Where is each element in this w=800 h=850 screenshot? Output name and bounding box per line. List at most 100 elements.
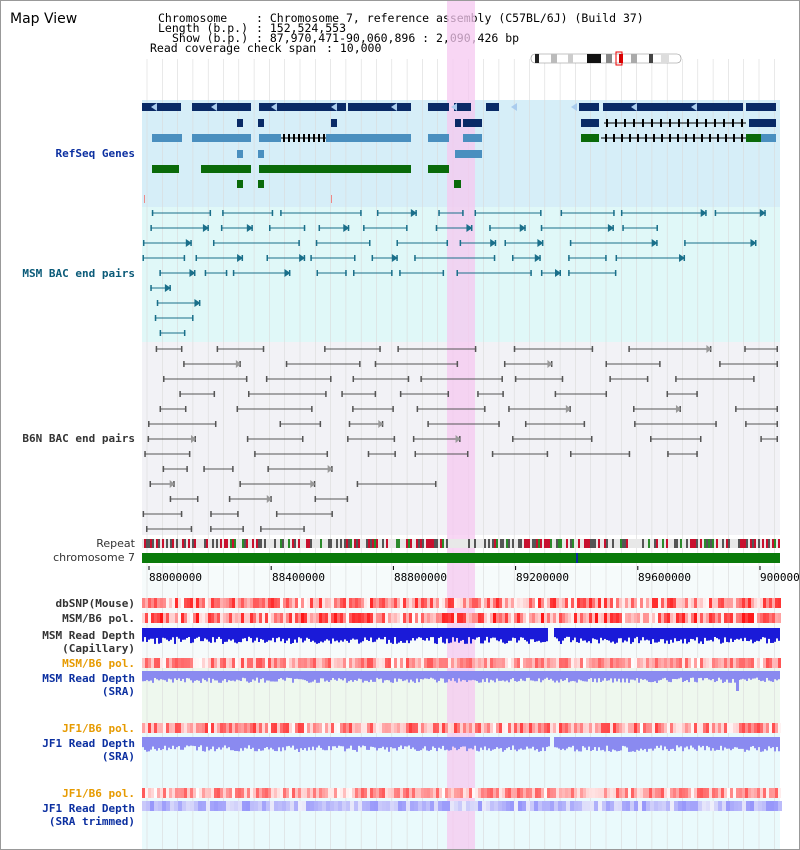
- read-depth-bar: [576, 671, 578, 683]
- read-depth-bar: [538, 671, 540, 679]
- polymorphism-cell: [532, 723, 535, 733]
- polymorphism-cell: [526, 723, 529, 733]
- polymorphism-cell: [580, 788, 583, 798]
- polymorphism-cell: [763, 788, 766, 798]
- repeat-element: [766, 539, 768, 548]
- track-label-b6n-bac[interactable]: B6N BAC end pairs: [22, 432, 135, 445]
- repeat-element: [272, 539, 274, 548]
- read-depth-bar: [172, 737, 174, 746]
- polymorphism-cell: [472, 613, 475, 623]
- polymorphism-cell: [271, 613, 274, 623]
- polymorphism-cell: [757, 598, 760, 608]
- repeat-element: [716, 539, 718, 548]
- read-depth-cell: [406, 801, 410, 811]
- read-depth-bar: [536, 671, 538, 682]
- polymorphism-cell: [595, 723, 598, 733]
- polymorphism-cell: [391, 613, 394, 623]
- track-label-msm-bac[interactable]: MSM BAC end pairs: [22, 267, 135, 280]
- read-depth-bar: [572, 628, 574, 641]
- track-label-jf1-b6-pol-2[interactable]: JF1/B6 pol.: [62, 787, 135, 800]
- ideogram-position-marker: [615, 51, 623, 66]
- polymorphism-cell: [430, 788, 433, 798]
- polymorphism-cell: [181, 658, 184, 668]
- repeat-element: [454, 539, 456, 548]
- read-depth-bar: [592, 628, 594, 639]
- track-label-msm-depth-capillary-1[interactable]: MSM Read Depth: [42, 629, 135, 642]
- read-depth-bar: [408, 628, 410, 644]
- polymorphism-cell: [553, 658, 556, 668]
- polymorphism-cell: [346, 613, 349, 623]
- polymorphism-cell: [391, 658, 394, 668]
- read-depth-cell: [326, 801, 330, 811]
- track-label-jf1-depth-sra-1[interactable]: JF1 Read Depth: [42, 737, 135, 750]
- repeat-element: [332, 539, 334, 548]
- bac-end: [583, 421, 586, 427]
- polymorphism-cell: [493, 658, 496, 668]
- read-depth-bar: [528, 628, 530, 644]
- read-depth-bar: [382, 628, 384, 640]
- repeat-element: [744, 539, 746, 548]
- repeat-element: [386, 539, 388, 548]
- track-label-msm-depth-sra-1[interactable]: MSM Read Depth: [42, 672, 135, 685]
- read-depth-bar: [196, 671, 198, 681]
- read-depth-bar: [442, 628, 444, 643]
- polymorphism-cell: [403, 723, 406, 733]
- bac-end: [628, 451, 631, 457]
- track-label-dbsnp[interactable]: dbSNP(Mouse): [55, 597, 135, 610]
- polymorphism-cell: [727, 788, 730, 798]
- polymorphism-cell: [340, 598, 343, 608]
- polymorphism-cell: [436, 613, 439, 623]
- bac-arrow: [410, 209, 417, 217]
- read-depth-bar: [652, 628, 654, 640]
- track-label-jf1-b6-pol-1[interactable]: JF1/B6 pol.: [62, 722, 135, 735]
- repeat-element: [362, 539, 364, 548]
- polymorphism-cell: [181, 723, 184, 733]
- repeat-element: [532, 539, 534, 548]
- repeat-element: [374, 539, 376, 548]
- read-depth-bar: [508, 628, 510, 641]
- bac-end: [484, 406, 486, 412]
- polymorphism-cell: [214, 658, 217, 668]
- read-depth-cell: [218, 801, 222, 811]
- read-depth-bar: [298, 737, 300, 752]
- track-label-jf1-depth-trim-1[interactable]: JF1 Read Depth: [42, 802, 135, 815]
- read-depth-bar: [426, 737, 428, 751]
- track-label-msm-b6-pol-2[interactable]: MSM/B6 pol.: [62, 657, 135, 670]
- read-depth-bar: [368, 628, 370, 641]
- polymorphism-cell: [754, 723, 757, 733]
- read-depth-bar: [534, 737, 536, 751]
- read-depth-bar: [210, 628, 212, 643]
- read-depth-bar: [726, 671, 728, 680]
- read-depth-bar: [516, 671, 518, 682]
- polymorphism-cell: [490, 598, 493, 608]
- polymorphism-cell: [562, 658, 565, 668]
- repeat-element: [250, 539, 252, 548]
- polymorphism-cell: [259, 658, 262, 668]
- polymorphism-cell: [730, 658, 733, 668]
- read-depth-bar: [320, 628, 322, 642]
- bac-end: [190, 526, 193, 532]
- read-depth-bar: [704, 671, 706, 679]
- polymorphism-cell: [199, 658, 202, 668]
- polymorphism-cell: [580, 613, 583, 623]
- bac-end: [684, 240, 686, 246]
- repeat-element: [402, 539, 404, 548]
- read-depth-cell: [390, 801, 394, 811]
- repeat-element: [614, 539, 616, 548]
- read-depth-bar: [400, 628, 402, 642]
- read-depth-bar: [272, 671, 274, 682]
- polymorphism-cell: [751, 723, 754, 733]
- polymorphism-cell: [211, 658, 214, 668]
- bac-end: [508, 406, 510, 412]
- read-depth-bar: [764, 737, 766, 750]
- track-label-refseq[interactable]: RefSeq Genes: [55, 147, 135, 160]
- polymorphism-cell: [628, 723, 631, 733]
- refseq-gene: [142, 103, 181, 111]
- read-depth-cell: [474, 801, 478, 811]
- repeat-element: [322, 539, 324, 548]
- read-depth-bar: [474, 737, 476, 746]
- polymorphism-cell: [652, 788, 655, 798]
- track-label-msm-b6-pol-1[interactable]: MSM/B6 pol.: [62, 612, 135, 625]
- polymorphism-cell: [427, 613, 430, 623]
